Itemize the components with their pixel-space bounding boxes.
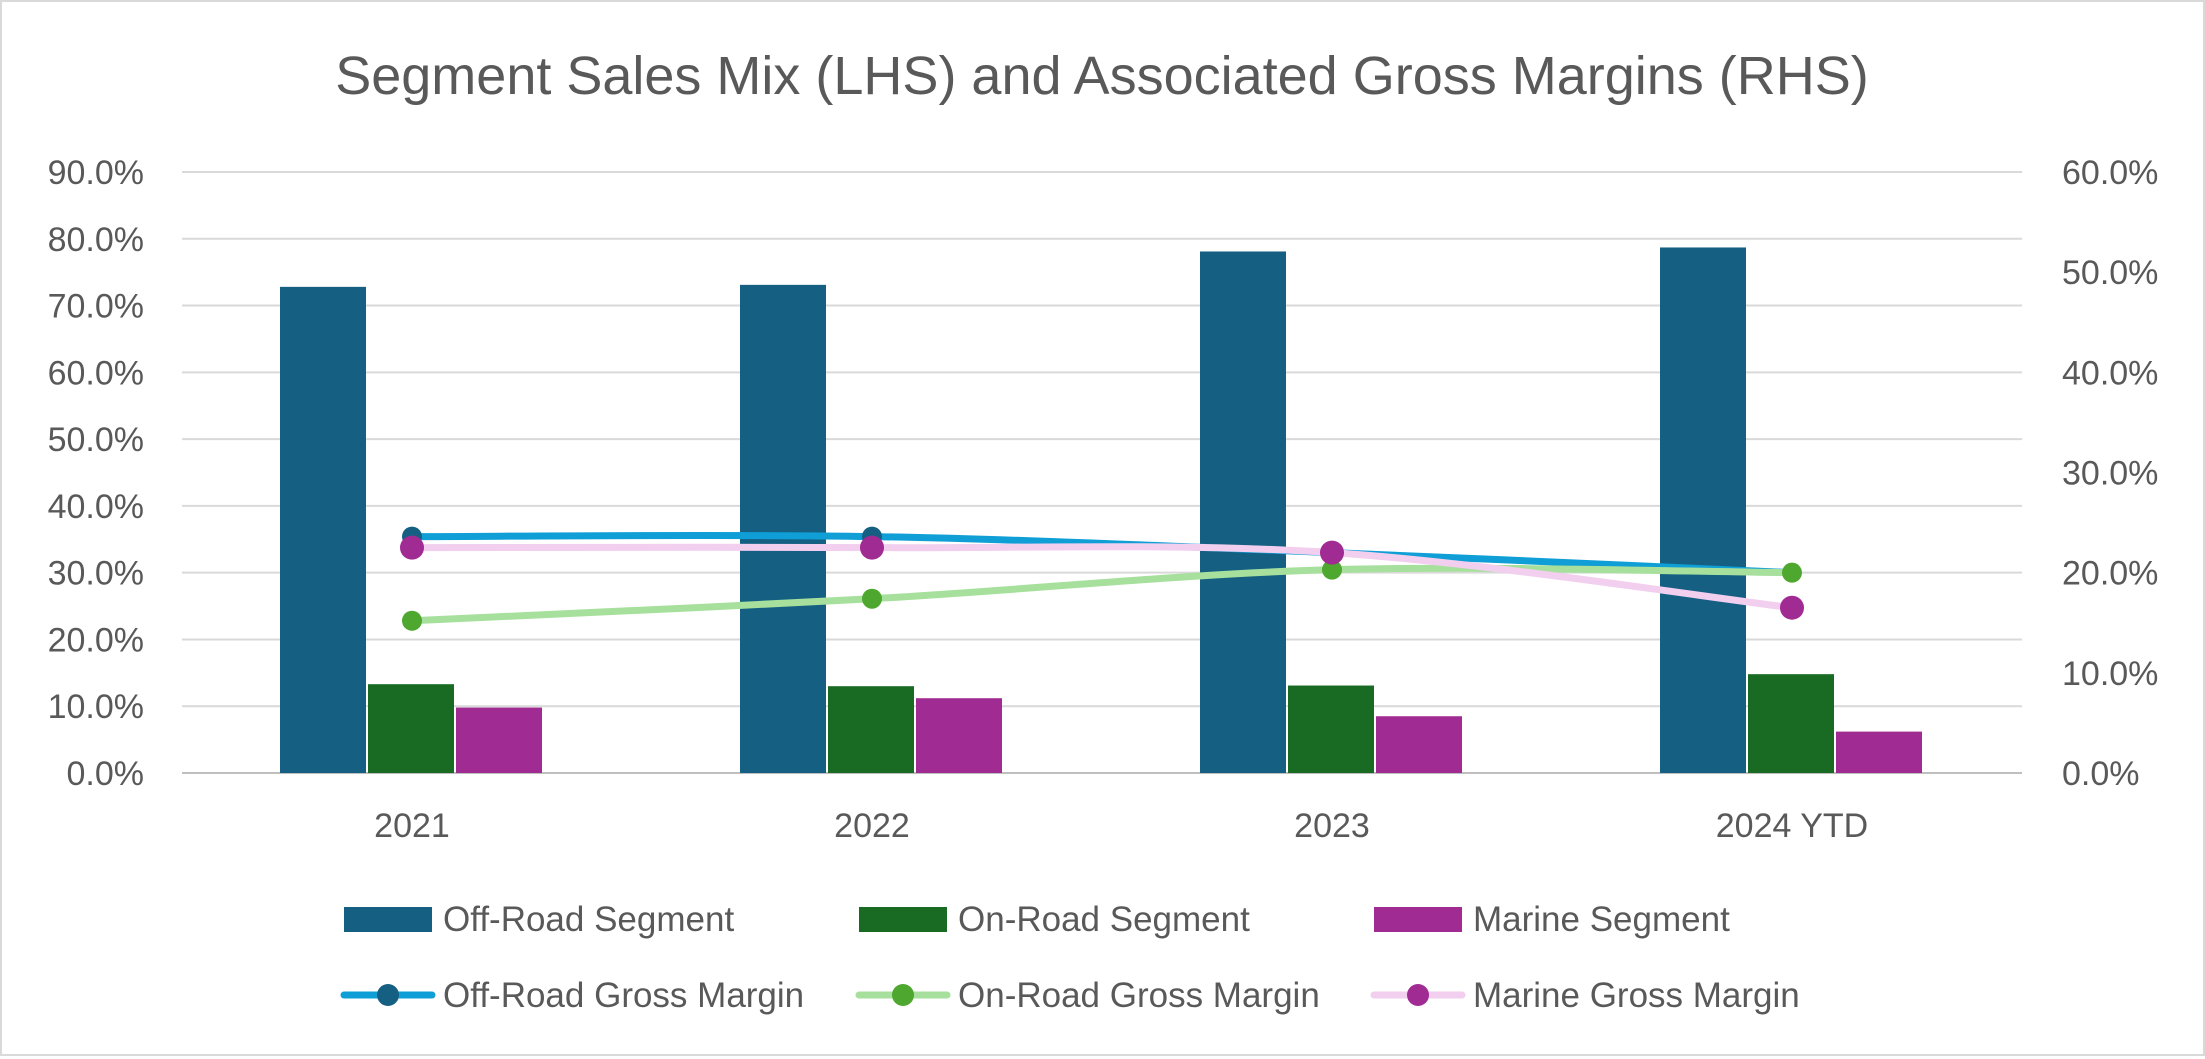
bar-on-road-segment xyxy=(828,686,914,773)
bar-marine-segment xyxy=(916,698,1002,773)
bar-on-road-segment xyxy=(1748,674,1834,773)
right-tick-label: 20.0% xyxy=(2062,555,2158,593)
legend-label-marine-segment: Marine Segment xyxy=(1473,900,1730,939)
legend-label-off-road-gross-margin: Off-Road Gross Margin xyxy=(443,976,804,1015)
marker-marine-gross-margin xyxy=(860,535,884,560)
left-tick-label: 30.0% xyxy=(48,555,144,593)
legend-marker-marine-gross-margin xyxy=(1407,984,1429,1006)
marker-marine-gross-margin xyxy=(400,535,424,560)
x-tick-label: 2023 xyxy=(1294,807,1370,845)
left-axis-ticks: 0.0% 10.0% 20.0% 30.0% 40.0% 50.0% 60.0% 70.0% 8… xyxy=(48,154,144,793)
right-tick-label: 40.0% xyxy=(2062,354,2158,392)
line-marine-gross-margin xyxy=(408,543,1796,612)
left-tick-label: 70.0% xyxy=(48,288,144,326)
legend-swatch-marine-segment xyxy=(1374,907,1462,932)
right-axis-ticks: 0.0% 10.0% 20.0% 30.0% 40.0% 50.0% 60.0% xyxy=(2062,154,2158,793)
marker-on-road-gross-margin xyxy=(1322,559,1342,580)
x-tick-label: 2022 xyxy=(834,807,910,845)
legend-swatch-on-road-segment xyxy=(859,907,947,932)
marker-on-road-gross-margin xyxy=(862,588,882,609)
line-series xyxy=(400,526,1804,631)
left-tick-label: 90.0% xyxy=(48,154,144,192)
bar-series xyxy=(280,247,1922,774)
marker-marine-gross-margin xyxy=(1320,540,1344,565)
left-tick-label: 60.0% xyxy=(48,354,144,392)
right-tick-label: 60.0% xyxy=(2062,154,2158,192)
bar-off-road-segment xyxy=(740,284,826,773)
bar-on-road-segment xyxy=(368,684,454,773)
legend-label-off-road-segment: Off-Road Segment xyxy=(443,900,734,939)
legend-marker-off-road-gross-margin xyxy=(377,984,399,1006)
bar-marine-segment xyxy=(456,707,542,773)
legend-swatch-off-road-segment xyxy=(344,907,432,932)
bar-off-road-segment xyxy=(1200,251,1286,773)
bar-off-road-segment xyxy=(280,286,366,773)
x-axis-labels: 2021 2022 2023 2024 YTD xyxy=(374,807,1868,845)
left-tick-label: 0.0% xyxy=(67,755,145,793)
marker-on-road-gross-margin xyxy=(1782,562,1802,583)
marker-on-road-gross-margin xyxy=(402,610,422,631)
x-tick-label: 2024 YTD xyxy=(1716,807,1868,845)
left-tick-label: 20.0% xyxy=(48,621,144,659)
bar-on-road-segment xyxy=(1288,685,1374,773)
bar-off-road-segment xyxy=(1660,247,1746,774)
gridlines xyxy=(182,171,2022,774)
x-tick-label: 2021 xyxy=(374,807,450,845)
left-tick-label: 80.0% xyxy=(48,221,144,259)
right-tick-label: 50.0% xyxy=(2062,254,2158,292)
legend: Off-Road Segment On-Road Segment Marine Se… xyxy=(340,900,1800,1015)
bar-marine-segment xyxy=(1836,731,1922,773)
legend-label-marine-gross-margin: Marine Gross Margin xyxy=(1473,976,1800,1015)
legend-label-on-road-segment: On-Road Segment xyxy=(958,900,1250,939)
left-tick-label: 40.0% xyxy=(48,488,144,526)
chart-title: Segment Sales Mix (LHS) and Associated G… xyxy=(335,46,1869,106)
marker-marine-gross-margin xyxy=(1780,595,1804,620)
right-tick-label: 30.0% xyxy=(2062,455,2158,493)
bar-marine-segment xyxy=(1376,716,1462,773)
left-tick-label: 50.0% xyxy=(48,421,144,459)
right-tick-label: 10.0% xyxy=(2062,655,2158,693)
legend-label-on-road-gross-margin: On-Road Gross Margin xyxy=(958,976,1320,1015)
left-tick-label: 10.0% xyxy=(48,688,144,726)
line-on-road-gross-margin xyxy=(408,564,1796,625)
right-tick-label: 0.0% xyxy=(2062,755,2140,793)
legend-marker-on-road-gross-margin xyxy=(892,984,914,1006)
